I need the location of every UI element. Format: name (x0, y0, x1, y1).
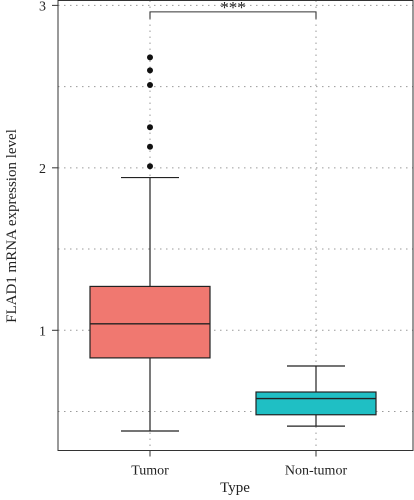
outlier-point (147, 163, 153, 170)
significance-line (149, 11, 317, 19)
box-tumor (89, 54, 211, 432)
x-axis-title: Type (220, 480, 250, 496)
box-body (89, 285, 211, 359)
x-tick-label: Tumor (131, 464, 169, 479)
plot-frame (57, 0, 414, 451)
outlier-point (147, 143, 153, 150)
outlier-point (147, 67, 153, 74)
outlier-point (147, 54, 153, 61)
y-tick-label: 2 (39, 162, 46, 177)
y-tick-label: 1 (39, 324, 46, 339)
outlier-point (147, 124, 153, 131)
outlier-point (147, 81, 153, 88)
y-axis-title: FLAD1 mRNA expression level (4, 129, 20, 323)
axes: 1 2 3 Tumor Non-tumor (39, 0, 348, 479)
boxes (89, 54, 377, 432)
x-tick-label: Non-tumor (285, 464, 348, 479)
grid-lines (58, 0, 413, 451)
y-tick-label: 3 (39, 0, 46, 14)
box-non-tumor (255, 365, 377, 427)
significance-bracket: *** (149, 0, 317, 19)
significance-label: *** (220, 0, 246, 17)
box-body (255, 391, 377, 416)
